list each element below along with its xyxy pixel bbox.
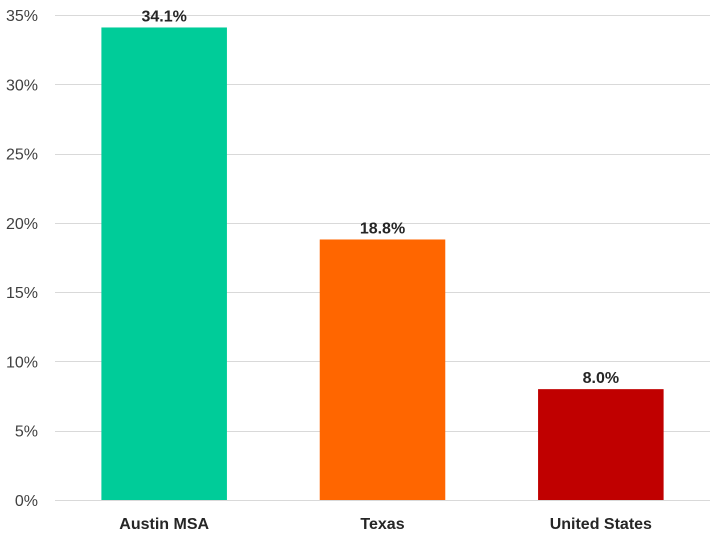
y-tick-label: 20% <box>6 216 38 233</box>
y-axis-ticks: 0% 5% 10% 15% 20% 25% 30% 35% <box>6 8 38 510</box>
y-tick-label: 35% <box>6 8 38 25</box>
category-label: Texas <box>360 516 404 533</box>
data-label: 34.1% <box>141 8 186 25</box>
y-tick-label: 10% <box>6 354 38 371</box>
x-axis-categories: Austin MSA Texas United States <box>119 516 652 533</box>
y-tick-label: 15% <box>6 285 38 302</box>
bar <box>319 239 446 500</box>
y-tick-label: 5% <box>15 424 38 441</box>
bar <box>101 27 227 500</box>
category-label: United States <box>550 516 652 533</box>
category-label: Austin MSA <box>119 516 209 533</box>
y-tick-label: 30% <box>6 77 38 94</box>
data-label: 18.8% <box>360 220 405 237</box>
y-tick-label: 0% <box>15 493 38 510</box>
data-label: 8.0% <box>583 370 619 387</box>
y-tick-label: 25% <box>6 147 38 164</box>
data-labels: 34.1% 18.8% 8.0% <box>141 8 619 387</box>
bars <box>101 27 664 500</box>
bar <box>538 389 664 500</box>
